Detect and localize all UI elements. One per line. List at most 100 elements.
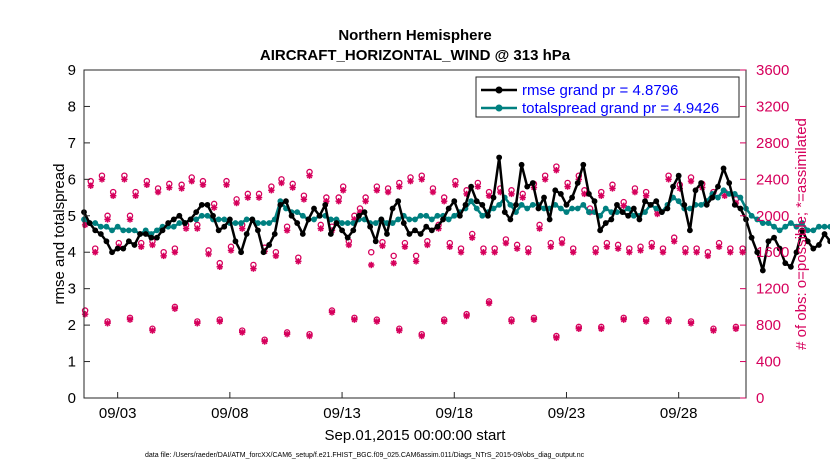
point-rmse — [524, 183, 531, 190]
point-rmse — [709, 194, 716, 201]
point-rmse — [507, 216, 514, 223]
obs-assimilated-marker — [452, 181, 459, 188]
obs-assimilated-marker — [485, 300, 493, 307]
obs-assimilated-marker — [665, 318, 672, 325]
obs-assimilated-marker — [362, 198, 369, 205]
obs-assimilated-marker — [513, 245, 521, 252]
obs-assimilated-marker — [182, 225, 190, 232]
point-rmse — [120, 245, 127, 252]
point-rmse — [378, 216, 385, 223]
obs-assimilated-marker — [345, 241, 352, 249]
obs-assimilated-marker — [289, 184, 296, 191]
obs-assimilated-marker — [732, 325, 740, 332]
point-rmse — [720, 165, 727, 172]
point-rmse — [400, 220, 407, 226]
point-rmse — [271, 231, 278, 237]
point-rmse — [210, 212, 216, 219]
obs-assimilated-marker — [283, 227, 291, 234]
obs-assimilated-marker — [87, 182, 94, 189]
point-rmse — [423, 223, 430, 230]
point-rmse — [249, 216, 256, 223]
point-rmse — [490, 194, 497, 201]
point-rmse — [86, 220, 93, 226]
obs-assimilated-marker — [268, 187, 275, 194]
y2-axis-label: # of obs: o=possible; *=assimilated — [793, 118, 810, 350]
point-rmse — [114, 245, 121, 252]
y-tick-label: 5 — [68, 208, 76, 225]
obs-assimilated-marker — [328, 309, 336, 316]
point-spread — [737, 194, 744, 201]
obs-assimilated-marker — [216, 263, 223, 270]
point-rmse — [176, 212, 183, 219]
point-rmse — [456, 212, 463, 219]
obs-assimilated-marker — [637, 247, 644, 254]
point-rmse — [715, 183, 721, 190]
point-rmse — [350, 227, 357, 234]
point-rmse — [355, 212, 362, 219]
y2-tick-label: 1600 — [756, 244, 789, 261]
point-rmse — [726, 180, 733, 186]
point-rmse — [148, 234, 155, 241]
obs-assimilated-marker — [541, 176, 549, 183]
point-spread — [759, 220, 766, 226]
point-spread — [339, 220, 345, 226]
obs-assimilated-marker — [491, 249, 498, 256]
obs-assimilated-marker — [418, 332, 425, 340]
point-spread — [97, 223, 104, 230]
chart-title: Northern Hemisphere — [338, 27, 491, 44]
obs-assimilated-marker — [384, 188, 392, 196]
x-tick-label: 09/28 — [660, 405, 698, 422]
point-rmse — [692, 187, 699, 194]
point-spread — [698, 201, 705, 208]
point-spread — [255, 220, 261, 226]
obs-assimilated-marker — [727, 249, 734, 256]
obs-assimilated-marker — [508, 318, 515, 325]
obs-assimilated-marker — [351, 316, 358, 323]
point-rmse — [799, 227, 806, 234]
point-rmse — [580, 161, 587, 168]
point-spread — [586, 209, 592, 216]
point-spread — [109, 227, 115, 234]
obs-assimilated-marker — [614, 245, 622, 252]
point-spread — [821, 223, 828, 230]
point-rmse — [670, 183, 676, 190]
point-rmse — [395, 198, 402, 205]
point-rmse — [664, 205, 671, 212]
point-rmse — [125, 238, 132, 245]
obs-assimilated-marker — [178, 185, 185, 192]
point-spread — [423, 212, 430, 219]
point-spread — [176, 220, 183, 226]
obs-assimilated-marker — [166, 184, 173, 191]
obs-assimilated-marker — [609, 185, 616, 192]
obs-assimilated-marker — [407, 177, 414, 185]
point-rmse — [226, 216, 233, 223]
obs-assimilated-marker — [508, 190, 515, 198]
obs-assimilated-marker — [687, 320, 695, 327]
obs-assimilated-marker — [603, 243, 611, 250]
obs-assimilated-marker — [239, 225, 246, 232]
obs-possible-marker — [367, 248, 375, 256]
point-rmse — [827, 238, 830, 245]
obs-assimilated-marker — [306, 332, 313, 340]
point-rmse — [804, 238, 811, 245]
point-rmse — [277, 201, 284, 208]
point-rmse — [384, 231, 390, 237]
point-rmse — [787, 263, 794, 270]
obs-assimilated-marker — [109, 192, 117, 199]
obs-assimilated-marker — [104, 216, 111, 223]
point-spread — [787, 220, 794, 226]
point-spread — [580, 201, 587, 208]
obs-assimilated-marker — [379, 242, 386, 250]
point-spread — [170, 223, 177, 230]
point-spread — [816, 223, 822, 230]
y2-tick-label: 2000 — [756, 208, 789, 225]
obs-assimilated-marker — [132, 192, 139, 199]
point-spread — [154, 227, 160, 234]
point-rmse — [243, 231, 250, 237]
legend-label-rmse: rmse grand pr = 4.8796 — [522, 82, 678, 99]
obs-assimilated-marker — [648, 243, 655, 250]
obs-assimilated-marker — [642, 318, 650, 325]
obs-assimilated-marker — [424, 241, 431, 249]
point-rmse — [591, 198, 598, 205]
obs-assimilated-marker — [171, 249, 179, 256]
